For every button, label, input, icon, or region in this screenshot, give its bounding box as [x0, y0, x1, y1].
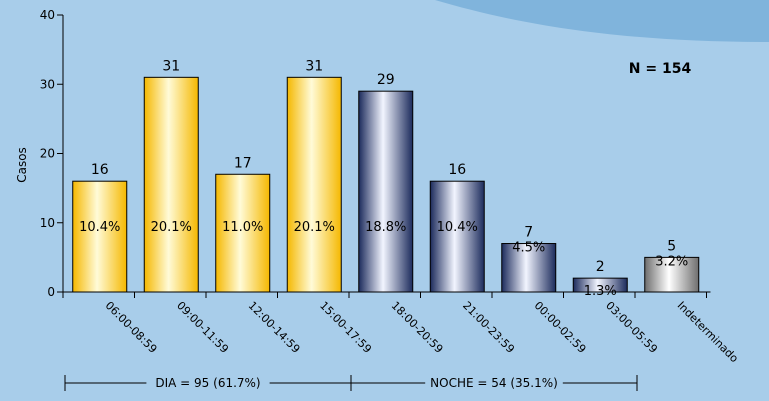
x-tick-label: 00:00-02:59 [532, 299, 589, 356]
decorative-swoosh [435, 0, 769, 42]
bar-percent-label: 3.2% [655, 254, 688, 269]
x-tick-label: 03:00-05:59 [603, 299, 660, 356]
bar-value-label: 7 [524, 225, 533, 241]
bar [359, 91, 413, 292]
y-axis-title: Casos [15, 147, 29, 183]
y-tick-label: 10 [40, 216, 55, 230]
bar-value-label: 16 [91, 162, 109, 178]
bar-percent-label: 10.4% [79, 220, 120, 235]
group-label: NOCHE = 54 (35.1%) [430, 376, 558, 390]
bar-value-label: 29 [377, 72, 395, 88]
bar-value-label: 2 [596, 259, 605, 275]
bar [144, 77, 198, 292]
x-tick-label: 21:00-23:59 [460, 299, 517, 356]
bar-value-label: 5 [667, 238, 676, 254]
y-tick-label: 30 [40, 77, 55, 91]
bar [73, 181, 127, 292]
x-tick-label: 18:00-20:59 [389, 299, 446, 356]
bars: 16 10.4% 31 20.1% 17 11.0% 31 20.1% 29 18.8% 16 10.… [73, 58, 699, 299]
bar-percent-label: 20.1% [294, 220, 335, 235]
bar-percent-label: 11.0% [222, 220, 263, 235]
bar [287, 77, 341, 292]
bar-value-label: 31 [162, 58, 180, 74]
bar-percent-label: 10.4% [437, 220, 478, 235]
bar [430, 181, 484, 292]
bar-value-label: 17 [234, 155, 252, 171]
bar-value-label: 31 [305, 58, 323, 74]
x-tick-labels: 06:00-08:5909:00-11:59 12:00-14:5915:00-1… [103, 299, 741, 365]
group-brackets: DIA = 95 (61.7%) NOCHE = 54 (35.1%) [65, 374, 637, 392]
x-tick-label: 12:00-14:59 [246, 299, 303, 356]
y-tick-label: 0 [47, 285, 55, 299]
bar-percent-label: 4.5% [512, 241, 545, 256]
x-tick-label: Indeterminado [675, 299, 741, 365]
group-label: DIA = 95 (61.7%) [155, 376, 260, 390]
x-tick-label: 06:00-08:59 [103, 299, 160, 356]
sample-size-annotation: N = 154 [629, 61, 692, 77]
bar-percent-label: 20.1% [151, 220, 192, 235]
bar-percent-label: 1.3% [584, 284, 617, 299]
bar-value-label: 16 [448, 162, 466, 178]
y-tick-label: 20 [40, 147, 55, 161]
x-tick-label: 15:00-17:59 [317, 299, 374, 356]
x-tick-label: 09:00-11:59 [174, 299, 231, 356]
bar-percent-label: 18.8% [365, 220, 406, 235]
y-tick-label: 40 [40, 8, 55, 22]
